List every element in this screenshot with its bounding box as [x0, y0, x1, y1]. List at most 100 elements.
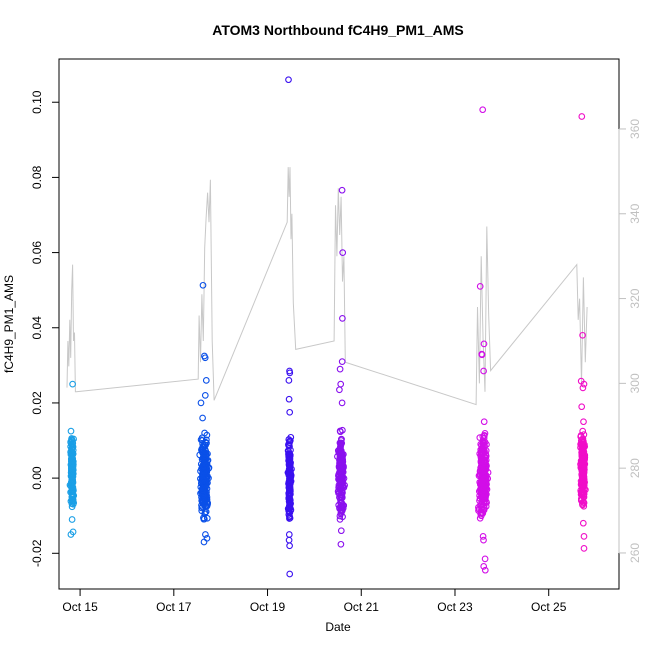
outlier-point [480, 418, 488, 426]
data-point [284, 447, 292, 455]
series-2-points [196, 281, 213, 546]
outlier-point [69, 380, 76, 388]
data-point [337, 480, 345, 488]
data-point [200, 462, 207, 470]
data-point [68, 442, 76, 449]
data-point [579, 444, 587, 451]
outlier-point [336, 365, 344, 373]
outlier-point [202, 531, 209, 538]
outlier-point [476, 283, 484, 290]
y2-tick-label: 360 [628, 119, 642, 139]
data-point [336, 427, 344, 435]
data-point [198, 445, 206, 453]
data-point [338, 439, 346, 447]
outlier-point [478, 350, 486, 358]
data-point [201, 429, 208, 437]
chart-title: ATOM3 Northbound fC4H9_PM1_AMS [212, 22, 464, 38]
data-point [580, 502, 588, 510]
y-axis-label: fC4H9_PM1_AMS [2, 275, 16, 373]
y-tick-label: 0.02 [30, 391, 44, 415]
outlier-point [67, 427, 75, 435]
outlier-point [286, 570, 294, 578]
x-tick-label: Oct 23 [437, 600, 473, 614]
data-point [69, 493, 77, 500]
data-point [70, 492, 77, 500]
data-point [69, 486, 77, 493]
outlier-point [286, 542, 293, 550]
data-point [68, 503, 76, 511]
data-point [285, 479, 293, 487]
data-point [481, 457, 489, 465]
secondary-series-line [66, 167, 588, 406]
data-point [69, 469, 76, 477]
outlier-point [197, 399, 205, 407]
data-point [201, 479, 208, 487]
outlier-point [200, 538, 208, 546]
data-point [337, 443, 344, 450]
data-point [482, 485, 490, 493]
x-axis: Oct 15 Oct 17 Oct 19 Oct 21 Oct 23 Oct 25 [62, 588, 567, 614]
outlier-point [580, 545, 588, 552]
outlier-point [579, 427, 587, 435]
outlier-point [337, 527, 345, 535]
data-point [579, 480, 586, 488]
data-point [199, 491, 207, 499]
data-point [578, 436, 586, 444]
data-point [477, 501, 484, 509]
outlier-point [479, 106, 487, 114]
data-point [580, 499, 588, 507]
data-point [481, 497, 488, 505]
outlier-point [199, 414, 206, 422]
series-5-points [475, 106, 492, 574]
outlier-point [201, 392, 209, 399]
data-point [579, 468, 587, 475]
series-3-points [284, 76, 295, 578]
data-point [338, 469, 346, 477]
series-4-points [334, 186, 348, 548]
data-point [336, 516, 344, 523]
outlier-point [579, 519, 587, 527]
outlier-point [580, 380, 588, 388]
data-point [285, 460, 293, 468]
y2-tick-label: 260 [628, 543, 642, 563]
outlier-point [286, 369, 294, 377]
data-point [199, 466, 207, 474]
data-point [337, 437, 345, 444]
outlier-point [578, 403, 586, 411]
outlier-point [579, 331, 586, 339]
data-point [198, 437, 206, 444]
outlier-point [580, 418, 587, 426]
data-point [200, 469, 208, 476]
outlier-point [202, 377, 210, 384]
data-point [68, 438, 76, 445]
outlier-point [201, 354, 209, 362]
outlier-point [339, 315, 346, 322]
data-point [581, 455, 588, 463]
outlier-point [580, 533, 588, 540]
data-point [478, 508, 486, 516]
data-point [200, 494, 207, 502]
data-point [69, 464, 76, 472]
data-point [480, 476, 488, 483]
data-point [476, 492, 483, 500]
data-point [477, 454, 485, 461]
y-tick-label: 0.04 [30, 316, 44, 340]
outlier-point [481, 555, 489, 563]
data-point [337, 441, 345, 448]
data-point [286, 483, 294, 491]
data-point [202, 456, 210, 463]
data-point [335, 449, 343, 457]
secondary-y-axis: 260 280 300 320 340 360 [618, 119, 642, 563]
data-point [286, 443, 293, 450]
y-tick-label: -0.02 [30, 539, 44, 567]
data-point [480, 467, 487, 475]
data-point [476, 434, 484, 441]
outlier-point [578, 113, 586, 120]
x-tick-label: Oct 25 [531, 600, 567, 614]
x-tick-label: Oct 21 [344, 600, 380, 614]
data-point [67, 461, 75, 469]
outlier-point [481, 566, 489, 574]
data-point [476, 468, 484, 476]
